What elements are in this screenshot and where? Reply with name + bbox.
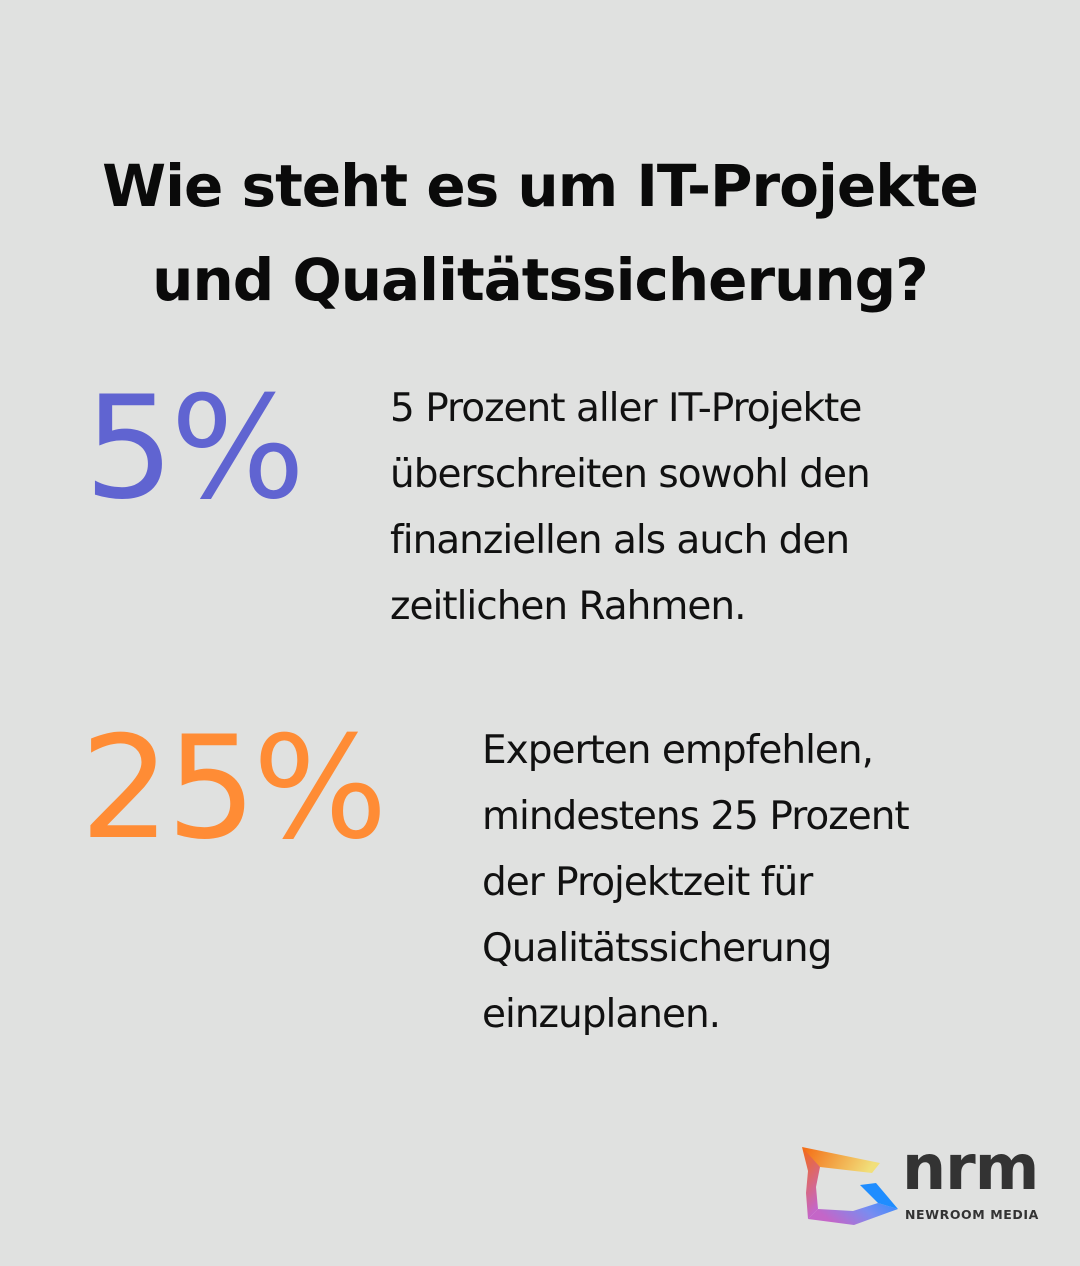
stat-description-line: überschreiten sowohl den xyxy=(390,452,871,497)
stat-value-25-percent: 25% xyxy=(80,706,388,871)
stat-description-line: Qualitätssicherung xyxy=(482,926,832,971)
stat-description-1: 5 Prozent aller IT-Projekte überschreite… xyxy=(390,376,1010,640)
stat-description-line: finanziellen als auch den xyxy=(390,518,850,563)
newroom-media-logo-icon xyxy=(802,1147,898,1225)
stat-value-5-percent: 5% xyxy=(84,366,305,531)
title-line-2: und Qualitätssicherung? xyxy=(152,245,929,314)
page-title: Wie steht es um IT-Projekte und Qualität… xyxy=(0,139,1080,327)
logo-subtitle: NEWROOM MEDIA xyxy=(905,1207,1039,1222)
stat-description-line: einzuplanen. xyxy=(482,992,721,1037)
stat-description-line: 5 Prozent aller IT-Projekte xyxy=(390,386,862,431)
stat-description-line: zeitlichen Rahmen. xyxy=(390,584,747,629)
title-line-1: Wie steht es um IT-Projekte xyxy=(102,151,979,220)
stat-description-line: der Projektzeit für xyxy=(482,860,813,905)
stat-description-line: Experten empfehlen, xyxy=(482,728,874,773)
stat-description-2: Experten empfehlen, mindestens 25 Prozen… xyxy=(482,718,1042,1048)
stat-description-line: mindestens 25 Prozent xyxy=(482,794,910,839)
newroom-media-logo: nrm NEWROOM MEDIA xyxy=(798,1137,1048,1233)
logo-wordmark: nrm xyxy=(902,1131,1039,1204)
